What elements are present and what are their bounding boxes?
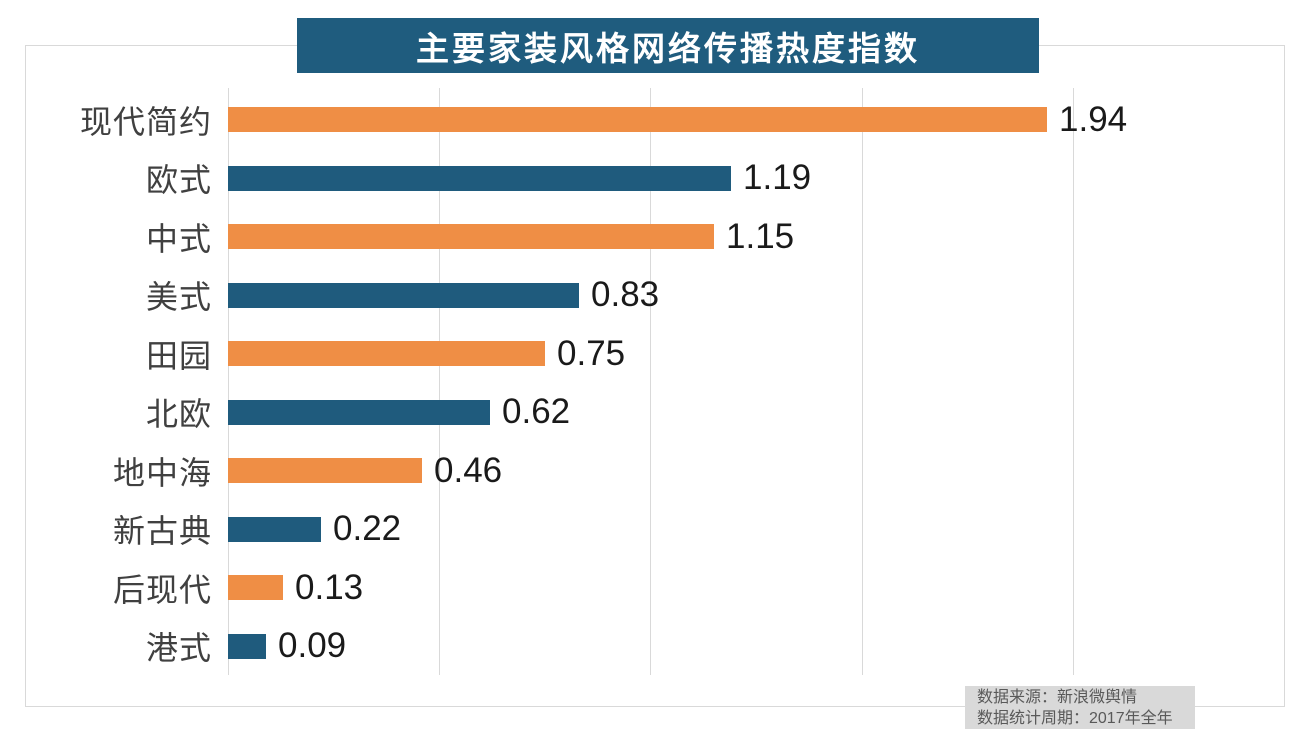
bar-row: 后现代 0.13 bbox=[40, 568, 363, 608]
category-label: 欧式 bbox=[145, 162, 212, 198]
value-label: 1.15 bbox=[726, 216, 795, 256]
bar-row: 新古典 0.22 bbox=[40, 509, 401, 549]
bar bbox=[228, 575, 283, 600]
bar bbox=[228, 399, 490, 425]
bar-row: 中式 1.15 bbox=[40, 217, 794, 257]
bar bbox=[228, 107, 1047, 132]
bar-row: 田园 0.75 bbox=[40, 334, 625, 374]
value-label: 0.22 bbox=[333, 509, 402, 548]
value-label: 0.83 bbox=[591, 275, 660, 314]
bar bbox=[228, 458, 422, 483]
source-note-line2: 数据统计周期：2017年全年 bbox=[977, 710, 1173, 727]
category-label: 北欧 bbox=[145, 396, 212, 432]
plot-area bbox=[228, 88, 1285, 675]
category-label: 地中海 bbox=[112, 454, 212, 491]
gridline bbox=[228, 88, 229, 675]
value-label: 0.13 bbox=[295, 567, 364, 607]
gridline bbox=[1073, 88, 1074, 675]
bar-row: 地中海 0.46 bbox=[40, 451, 502, 491]
bar-row: 欧式 1.19 bbox=[40, 158, 811, 198]
category-label: 田园 bbox=[145, 337, 212, 374]
gridline bbox=[439, 88, 440, 675]
bar bbox=[228, 341, 545, 366]
bar-row: 港式 0.09 bbox=[40, 626, 346, 666]
gridline bbox=[1284, 88, 1285, 675]
category-label: 现代简约 bbox=[79, 103, 212, 140]
bar bbox=[228, 633, 266, 659]
bar bbox=[228, 224, 714, 249]
bar bbox=[228, 282, 579, 308]
category-label: 美式 bbox=[145, 279, 212, 315]
bar bbox=[228, 516, 321, 542]
category-label: 新古典 bbox=[112, 513, 212, 549]
gridline bbox=[650, 88, 651, 675]
source-note-line1: 数据来源：新浪微舆情 bbox=[977, 689, 1138, 706]
category-label: 后现代 bbox=[112, 571, 212, 608]
bar-row: 美式 0.83 bbox=[40, 275, 659, 315]
value-label: 0.09 bbox=[278, 626, 347, 665]
chart-title: 主要家装风格网络传播热度指数 bbox=[297, 18, 1039, 73]
gridline bbox=[862, 88, 863, 675]
value-label: 1.19 bbox=[743, 158, 812, 197]
value-label: 0.75 bbox=[557, 333, 626, 373]
value-label: 0.62 bbox=[502, 392, 571, 431]
category-label: 港式 bbox=[145, 630, 212, 666]
bar-row: 现代简约 1.94 bbox=[40, 100, 1127, 140]
value-label: 0.46 bbox=[434, 450, 503, 490]
source-note: 数据来源：新浪微舆情 数据统计周期：2017年全年 bbox=[965, 686, 1195, 729]
value-label: 1.94 bbox=[1059, 99, 1128, 139]
bar bbox=[228, 165, 731, 191]
bar-row: 北欧 0.62 bbox=[40, 392, 570, 432]
category-label: 中式 bbox=[145, 220, 212, 257]
